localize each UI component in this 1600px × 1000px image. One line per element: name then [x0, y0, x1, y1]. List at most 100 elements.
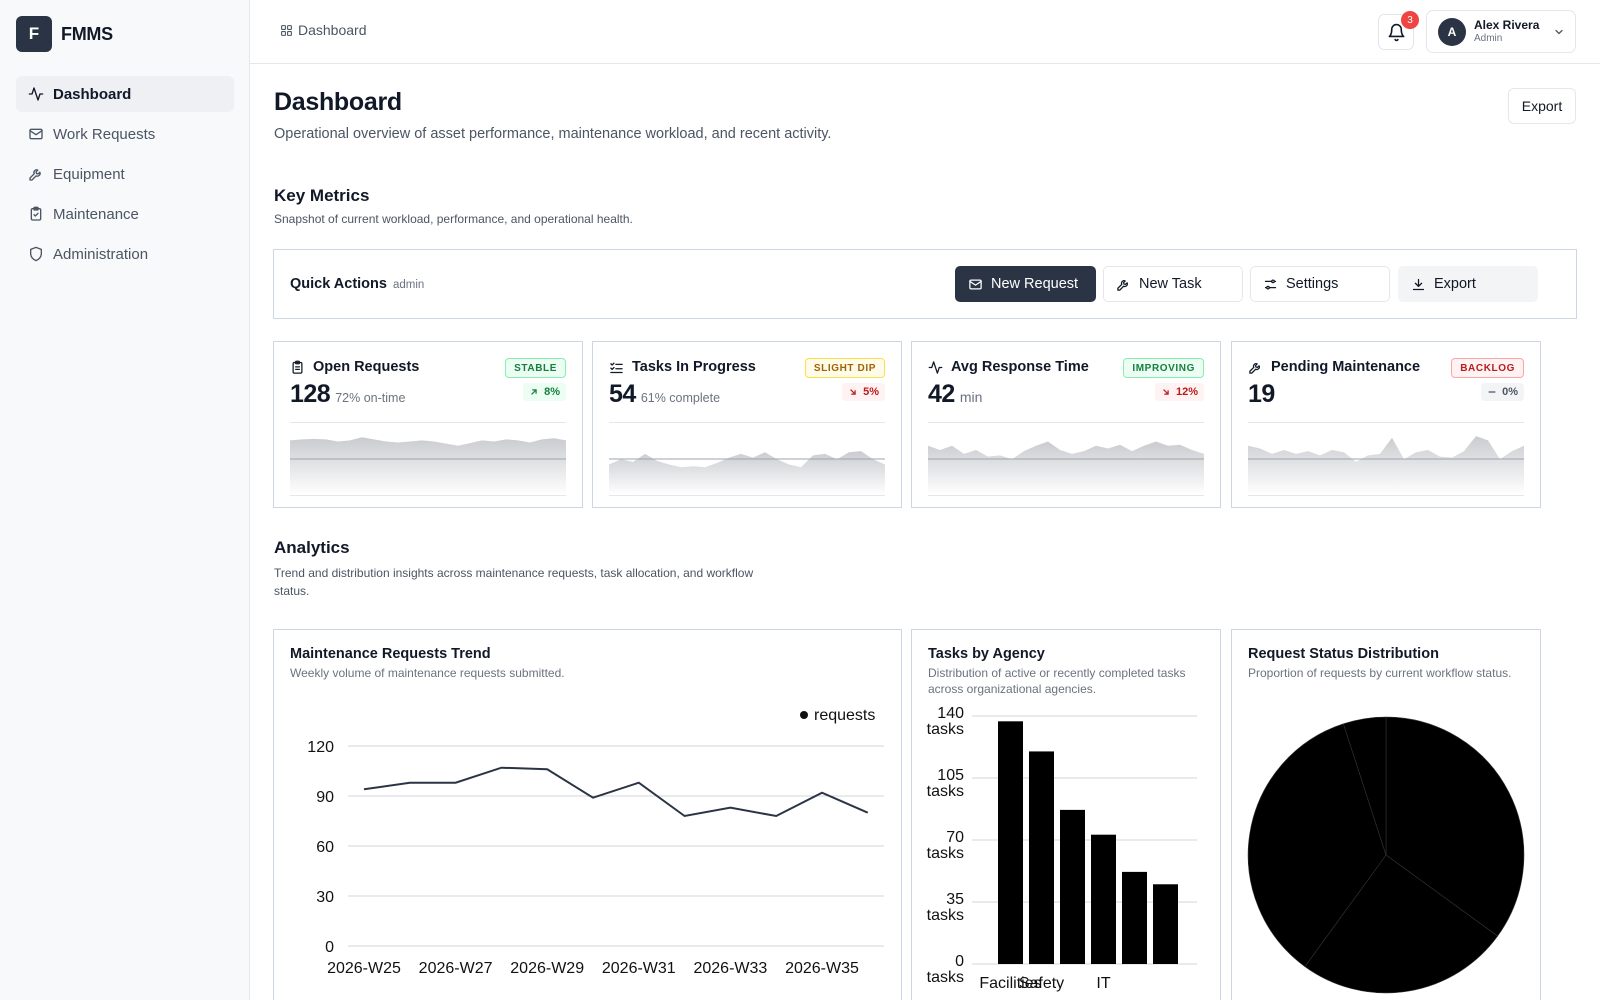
- brand[interactable]: F FMMS: [16, 16, 113, 52]
- new-request-button[interactable]: New Request: [955, 266, 1096, 302]
- metric-value-wrap: 19: [1248, 380, 1280, 409]
- y-tick-label: 70: [946, 829, 964, 846]
- y-tick-label: 0: [955, 953, 964, 970]
- x-tick-label: 2026-W25: [327, 960, 401, 977]
- sidebar-item-label: Administration: [53, 245, 149, 263]
- metric-card-open-requests[interactable]: Open Requests 128 72% on-time STABLE 8%: [273, 341, 583, 508]
- sidebar-item-dashboard[interactable]: Dashboard: [16, 76, 234, 112]
- bar: [1153, 884, 1178, 964]
- spark-area: [1248, 436, 1524, 495]
- x-tick-label: Safety: [1019, 975, 1064, 992]
- metric-header: Avg Response Time: [928, 359, 1089, 375]
- wrench-icon: [1117, 279, 1128, 291]
- y-tick-label: 35: [946, 891, 964, 908]
- metric-header: Tasks In Progress: [609, 359, 756, 375]
- sidebar-item-label: Equipment: [53, 165, 125, 183]
- metric-delta-value: 12%: [1175, 386, 1198, 398]
- metric-card-tasks-in-progress[interactable]: Tasks In Progress 54 61% complete SLIGHT …: [592, 341, 902, 508]
- metric-card-pending-maintenance[interactable]: Pending Maintenance 19 BACKLOG 0%: [1231, 341, 1541, 508]
- metric-delta: 0%: [1481, 383, 1524, 401]
- metric-header: Pending Maintenance: [1248, 359, 1420, 375]
- page-title: Dashboard: [274, 88, 402, 116]
- status-badge: STABLE: [505, 358, 566, 378]
- topbar: Dashboard 3 A Alex Rivera Admin: [250, 0, 1600, 64]
- request-status-card: Request Status Distribution Proportion o…: [1231, 629, 1541, 1000]
- pie-slice: [1247, 723, 1387, 968]
- x-tick-label: 2026-W33: [693, 960, 767, 977]
- sidebar-nav: Dashboard Work Requests Equipment Mainte…: [16, 76, 234, 276]
- x-tick-label: 2026-W35: [785, 960, 859, 977]
- status-badge: BACKLOG: [1451, 358, 1524, 378]
- chart-title: Request Status Distribution: [1248, 646, 1439, 662]
- chart-title: Tasks by Agency: [928, 646, 1045, 662]
- pie-slice: [1385, 716, 1525, 937]
- legend-label: requests: [814, 707, 875, 724]
- sliders-icon: [1264, 279, 1277, 289]
- new-task-label: New Task: [1139, 276, 1202, 292]
- y-tick-label: 120: [307, 739, 334, 756]
- pie-slice: [1343, 716, 1387, 856]
- user-role: Admin: [1474, 32, 1503, 44]
- sidebar-item-equipment[interactable]: Equipment: [16, 156, 234, 192]
- grid-icon: [281, 24, 292, 36]
- breadcrumb[interactable]: Dashboard: [280, 22, 367, 38]
- y-tick-label: 30: [316, 889, 334, 906]
- metric-delta-value: 5%: [863, 386, 879, 398]
- sidebar-item-label: Maintenance: [53, 205, 139, 223]
- notification-count-badge: 3: [1401, 11, 1419, 29]
- metric-card-avg-response-time[interactable]: Avg Response Time 42 min IMPROVING 12%: [911, 341, 1221, 508]
- metric-value: 128: [290, 380, 331, 408]
- arrow-up-right-icon: [531, 389, 537, 395]
- user-info: Alex Rivera Admin: [1474, 18, 1539, 44]
- sparkline: [609, 422, 885, 496]
- avatar: A: [1438, 17, 1466, 46]
- metric-delta: 8%: [523, 383, 566, 401]
- requests-trend-card: Maintenance Requests Trend Weekly volume…: [273, 629, 902, 1000]
- metric-title: Open Requests: [313, 359, 420, 375]
- arrow-down-right-icon: [1163, 389, 1169, 395]
- chart-subtitle: Proportion of requests by current workfl…: [1248, 666, 1512, 680]
- sparkline: [928, 422, 1204, 496]
- metric-delta-value: 0%: [1502, 386, 1518, 398]
- chart-title: Maintenance Requests Trend: [290, 646, 491, 662]
- bar: [1122, 871, 1147, 964]
- spark-area: [928, 441, 1204, 495]
- x-tick-label: IT: [1096, 975, 1110, 992]
- metric-value: 19: [1248, 380, 1275, 408]
- new-task-button[interactable]: New Task: [1103, 266, 1243, 302]
- analytics-title: Analytics: [274, 538, 350, 557]
- chevron-down-icon: [1555, 29, 1563, 35]
- metric-value-wrap: 54 61% complete: [609, 380, 720, 409]
- y-tick-label: 105: [937, 767, 964, 784]
- pie-slice: [1304, 854, 1499, 994]
- y-tick-label: 140: [937, 705, 964, 722]
- tasks-by-agency-card: Tasks by Agency Distribution of active o…: [911, 629, 1221, 1000]
- user-menu[interactable]: A Alex Rivera Admin: [1426, 10, 1576, 53]
- chart-subtitle: Distribution of active or recently compl…: [928, 666, 1186, 696]
- shield-icon: [30, 246, 42, 262]
- metric-caption: min: [959, 389, 983, 405]
- sidebar-item-administration[interactable]: Administration: [16, 236, 234, 272]
- settings-button[interactable]: Settings: [1250, 266, 1390, 302]
- legend-marker: [800, 711, 808, 719]
- bar: [998, 721, 1023, 964]
- quick-actions-label: Quick Actions admin: [290, 276, 424, 292]
- arrow-down-right-icon: [850, 389, 856, 395]
- activity-icon: [28, 87, 44, 101]
- series-line-requests: [363, 766, 869, 818]
- y-tick-label: 90: [316, 789, 334, 806]
- breadcrumb-label: Dashboard: [298, 22, 367, 38]
- sidebar-item-maintenance[interactable]: Maintenance: [16, 196, 234, 232]
- bar-chart: 0tasks35tasks70tasks105tasks140tasksFaci…: [927, 705, 1197, 992]
- export-action-button[interactable]: Export: [1398, 266, 1538, 302]
- quick-actions-title: Quick Actions: [290, 276, 387, 292]
- metric-caption: 61% complete: [640, 391, 721, 405]
- bell-icon: [1388, 23, 1404, 41]
- metric-delta: 5%: [842, 383, 885, 401]
- export-button[interactable]: Export: [1508, 88, 1576, 124]
- notifications-button[interactable]: 3: [1378, 11, 1419, 50]
- spark-area: [609, 451, 885, 495]
- metric-value: 54: [609, 380, 636, 408]
- sidebar-item-work-requests[interactable]: Work Requests: [16, 116, 234, 152]
- x-tick-label: 2026-W27: [419, 960, 493, 977]
